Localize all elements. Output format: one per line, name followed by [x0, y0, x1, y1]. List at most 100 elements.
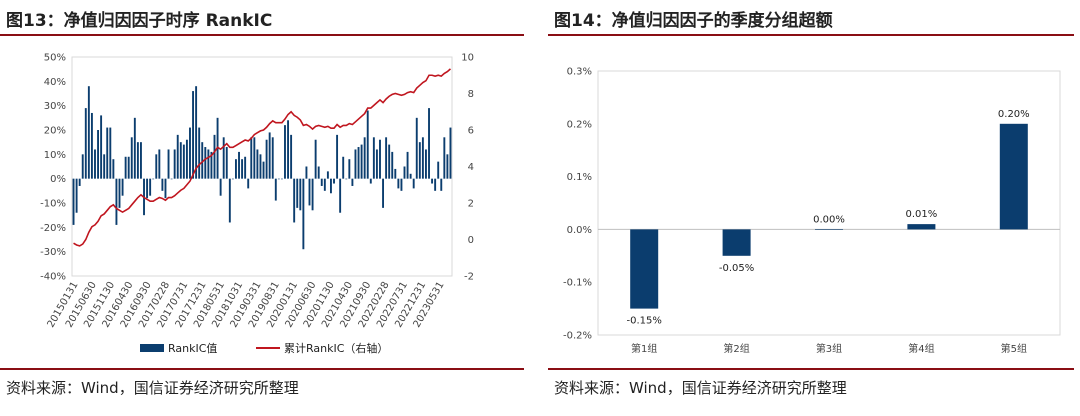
rankic-bar — [360, 144, 363, 179]
rankic-bar — [388, 144, 391, 179]
group-bar — [999, 123, 1028, 230]
rankic-bar — [161, 178, 164, 191]
y-right-tick-label: 4 — [468, 162, 474, 173]
rankic-bar — [244, 156, 247, 179]
rankic-bar — [271, 137, 274, 179]
rankic-bar — [354, 149, 357, 179]
rankic-bar — [311, 178, 314, 211]
title-rule — [548, 34, 1074, 36]
rankic-bar — [247, 178, 250, 189]
y-right-tick-label: 10 — [461, 53, 474, 64]
legend-bar-swatch — [140, 344, 164, 352]
rankic-bar — [235, 159, 237, 179]
x-tick-label: 第4组 — [908, 342, 934, 355]
rankic-bar — [403, 166, 406, 179]
rankic-bar — [296, 178, 299, 208]
panel-title: 图14：净值归因因子的季度分组超额 — [554, 11, 833, 31]
rankic-bar — [348, 159, 351, 179]
rankic-bar — [262, 161, 265, 179]
rankic-bar — [238, 151, 240, 179]
rankic-bar — [391, 151, 394, 179]
rankic-bar — [204, 147, 207, 179]
y-tick-label: -0.1% — [563, 278, 592, 289]
rankic-bar — [189, 127, 191, 179]
rankic-bar — [372, 137, 375, 179]
x-tick-label: 第1组 — [631, 342, 657, 355]
rankic-bar — [87, 86, 90, 179]
rankic-bar — [90, 112, 93, 179]
x-tick-label: 第2组 — [723, 342, 749, 355]
plot-frame — [71, 56, 453, 277]
rankic-bar — [121, 178, 124, 196]
rankic-bar — [241, 159, 244, 179]
y-right-tick-label: -2 — [464, 272, 474, 283]
rankic-bar — [164, 178, 167, 199]
rankic-bar — [305, 166, 308, 179]
y-left-tick-label: -20% — [40, 223, 66, 234]
rankic-bar — [130, 137, 133, 179]
rankic-bar — [219, 178, 222, 196]
rankic-bar — [382, 178, 384, 208]
rankic-bar — [231, 178, 234, 180]
rankic-bar — [207, 149, 210, 179]
rankic-bar — [103, 154, 106, 179]
y-left-tick-label: 50% — [44, 53, 66, 64]
y-tick-label: 0.1% — [567, 172, 592, 183]
rankic-bar — [225, 147, 228, 179]
rankic-bar — [115, 178, 118, 225]
rankic-bar — [198, 127, 201, 179]
y-tick-label: -0.2% — [563, 331, 592, 342]
rankic-bar — [342, 156, 345, 179]
rankic-bar — [100, 115, 103, 179]
y-left-tick-label: 20% — [44, 126, 66, 137]
rankic-bar — [400, 178, 403, 191]
rankic-bar — [302, 178, 305, 250]
title-rule — [0, 34, 524, 36]
source-rule — [0, 368, 524, 370]
rankic-bar — [425, 149, 427, 179]
cumulative-rankic-line — [73, 68, 452, 247]
plot-frame — [597, 70, 1061, 336]
rankic-bar — [314, 139, 317, 179]
data-label: 0.01% — [906, 209, 938, 220]
rankic-bar — [320, 178, 323, 186]
rankic-bar — [446, 154, 449, 179]
y-right-tick-label: 2 — [468, 199, 474, 210]
rankic-bar — [213, 134, 216, 179]
rankic-bar — [201, 142, 204, 179]
y-tick-label: 0.3% — [567, 67, 592, 78]
rankic-bar — [449, 127, 452, 179]
y-left-tick-label: 40% — [44, 77, 66, 88]
y-left-tick-label: 0% — [50, 174, 66, 185]
rankic-bar — [179, 142, 182, 179]
rankic-bar — [72, 178, 75, 225]
y-left-tick-label: 10% — [44, 150, 66, 161]
rankic-bar — [443, 137, 446, 179]
legend-label: RankIC值 — [168, 342, 217, 355]
data-label: 0.00% — [813, 214, 845, 225]
rankic-bar — [308, 178, 311, 206]
rankic-bar — [379, 139, 381, 179]
y-right-tick-label: 6 — [468, 126, 474, 137]
rankic-bar — [385, 137, 388, 179]
rankic-bar — [330, 178, 332, 194]
rankic-bar — [136, 142, 139, 179]
rankic-bar — [167, 149, 170, 179]
rankic-bar — [284, 125, 286, 179]
y-left-tick-label: 30% — [44, 101, 66, 112]
rankic-bar — [228, 178, 231, 223]
panel-title: 图13：净值归因因子时序 RankIC — [6, 11, 273, 31]
data-label: -0.05% — [719, 263, 754, 274]
legend-label: 累计RankIC（右轴） — [284, 341, 388, 355]
rankic-bar — [112, 159, 115, 179]
rankic-bar — [146, 178, 149, 199]
rankic-bar — [409, 173, 412, 179]
rankic-bar — [124, 156, 127, 179]
x-tick-label: 第5组 — [1001, 342, 1027, 355]
rankic-bar — [375, 149, 378, 179]
y-tick-label: 0.0% — [567, 225, 592, 236]
rankic-bar — [333, 178, 335, 184]
rankic-bar — [250, 137, 253, 179]
rankic-bar — [336, 134, 339, 179]
rankic-bar — [81, 154, 84, 179]
